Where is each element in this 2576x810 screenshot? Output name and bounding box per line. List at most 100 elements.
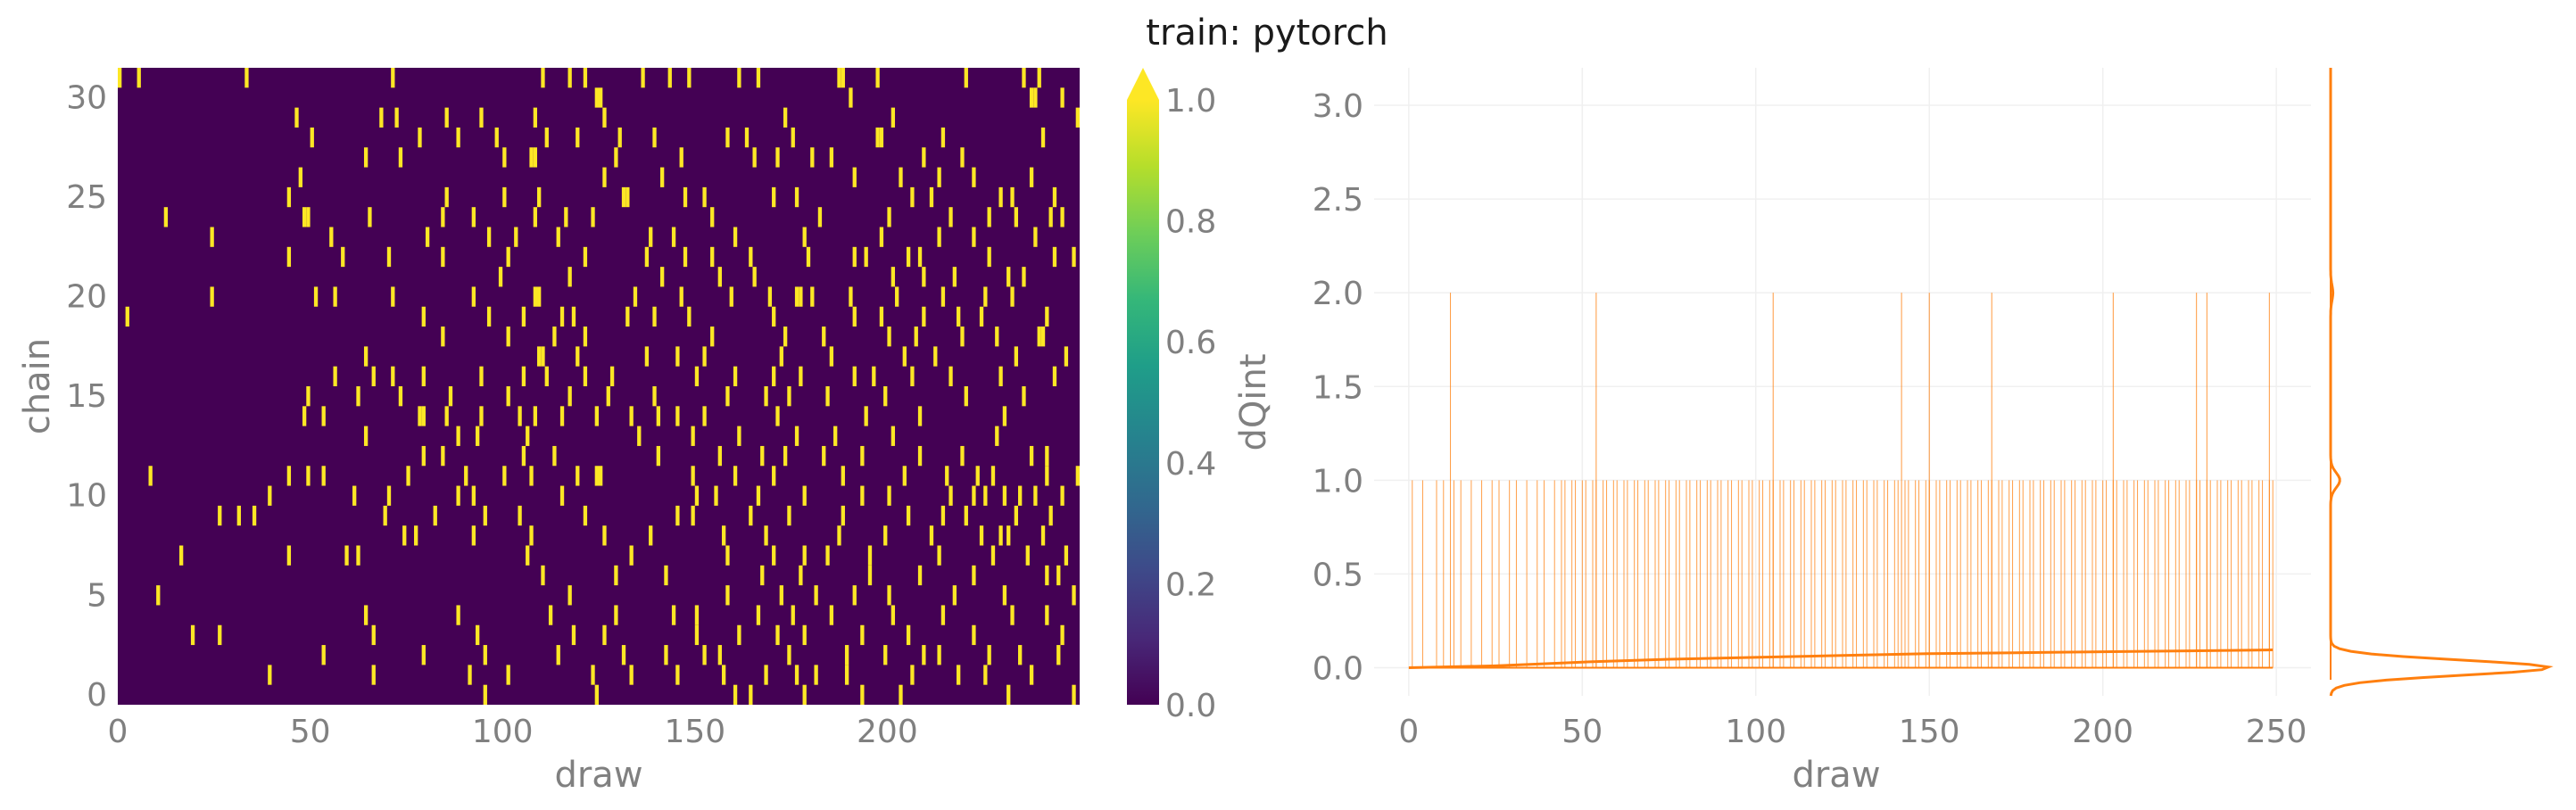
heatmap-cell (521, 366, 526, 386)
heatmap-cell (972, 485, 976, 506)
heatmap-cell (633, 286, 638, 307)
heatmap-cell (321, 406, 326, 426)
heatmap-cell (1002, 406, 1007, 426)
heatmap-cell (1056, 645, 1061, 665)
heatmap-cell (483, 645, 487, 665)
heatmap-cell (1029, 167, 1034, 187)
heatmap-cell (825, 386, 830, 407)
heatmap-cell (802, 684, 807, 705)
heatmap-cell (841, 466, 845, 486)
heatmap-cell (614, 605, 618, 625)
heatmap-cell (576, 346, 580, 367)
heatmap-cell (914, 326, 918, 347)
heatmap-cell (321, 466, 326, 486)
heatmap-cell (352, 485, 357, 506)
heatmap-cell (937, 167, 941, 187)
trace-y-tick-label: 2.5 (1313, 182, 1363, 219)
heatmap-cell (825, 545, 830, 566)
heatmap-cell (702, 645, 707, 665)
heatmap-cell (998, 366, 1003, 386)
heatmap-cell (822, 326, 826, 347)
heatmap-cell (329, 227, 334, 247)
colorbar-gradient (1127, 100, 1159, 705)
trace-x-tick-label: 200 (2072, 714, 2133, 750)
heatmap-cell (995, 426, 999, 446)
heatmap-cell (814, 665, 818, 685)
heatmap-cell (899, 167, 903, 187)
heatmap-cell (567, 267, 572, 287)
heatmap-cell (841, 505, 845, 526)
heatmap-cell (887, 585, 891, 606)
heatmap-cell (599, 87, 603, 108)
heatmap-cell (749, 246, 753, 268)
heatmap-cell (252, 505, 257, 526)
heatmap-cell (567, 386, 572, 407)
heatmap-cell (948, 485, 953, 506)
heatmap-cell (799, 565, 803, 586)
heatmap-cell (998, 525, 1003, 546)
heatmap-cell (906, 624, 911, 646)
heatmap-cell (656, 445, 660, 467)
heatmap-cell (567, 585, 572, 606)
heatmap-cell (783, 107, 788, 128)
heatmap-cell (1040, 127, 1046, 148)
heatmap-cell (1072, 684, 1076, 705)
heatmap-cell (521, 306, 526, 327)
heatmap-cell (772, 306, 776, 327)
heatmap-cell (652, 127, 657, 148)
heatmap-cell (917, 445, 923, 467)
heatmap-cell (775, 406, 780, 426)
heatmap-cell (844, 665, 849, 685)
heatmap-cell (594, 466, 599, 486)
heatmap-cell (541, 565, 545, 586)
heatmap-cell (394, 107, 399, 128)
heatmap-cell (1072, 585, 1076, 606)
heatmap-cell (599, 466, 603, 486)
heatmap-cell (456, 605, 460, 625)
heatmap-cell (725, 585, 730, 606)
heatmap-cell (929, 525, 934, 546)
heatmap-cell (479, 366, 484, 386)
heatmap-cell (286, 186, 292, 208)
heatmap-cell (1010, 186, 1015, 208)
heatmap-cell (1029, 445, 1034, 467)
heatmap-cell (526, 545, 530, 566)
heatmap-cell (302, 207, 307, 227)
heatmap-x-tick-label: 0 (108, 714, 128, 750)
heatmap-cell (629, 406, 634, 426)
heatmap-cell (310, 127, 314, 148)
heatmap-cell (983, 286, 988, 307)
heatmap-cell (341, 246, 345, 268)
heatmap-cell (737, 624, 741, 646)
heatmap-cell (964, 68, 968, 88)
heatmap-cell (313, 286, 319, 307)
heatmap-cell (286, 545, 292, 566)
trace-y-tick-label: 2.0 (1313, 276, 1363, 312)
heatmap-cell (683, 186, 688, 208)
colorbar-tick-label: 0.2 (1165, 566, 1216, 603)
heatmap-cell (391, 286, 395, 307)
heatmap-cell (714, 485, 718, 506)
heatmap-cell (533, 207, 538, 227)
heatmap-y-tick-label: 5 (87, 577, 107, 614)
heatmap-cell (421, 306, 426, 327)
trace-x-tick-label: 150 (1899, 714, 1960, 750)
heatmap-cell (641, 68, 645, 88)
heatmap-cell (363, 147, 369, 168)
heatmap-cell (236, 505, 241, 526)
heatmap-cell (1048, 207, 1053, 227)
heatmap-cell (537, 346, 542, 367)
heatmap-cell (675, 406, 680, 426)
heatmap-cell (875, 68, 880, 88)
colorbar-ticks: 0.0 0.2 0.4 0.6 0.8 1.0 (1165, 83, 1216, 724)
heatmap-cell (1018, 485, 1023, 506)
heatmap-cell (802, 485, 807, 506)
heatmap-cell (1040, 326, 1046, 347)
heatmap-cell (218, 624, 222, 646)
heatmap-cell (456, 426, 460, 446)
heatmap-y-tick-label: 20 (66, 279, 107, 316)
heatmap-cell (529, 147, 534, 168)
heatmap-cell (1045, 466, 1049, 486)
heatmap-x-tick-label: 50 (290, 714, 331, 750)
heatmap-cell (810, 147, 815, 168)
